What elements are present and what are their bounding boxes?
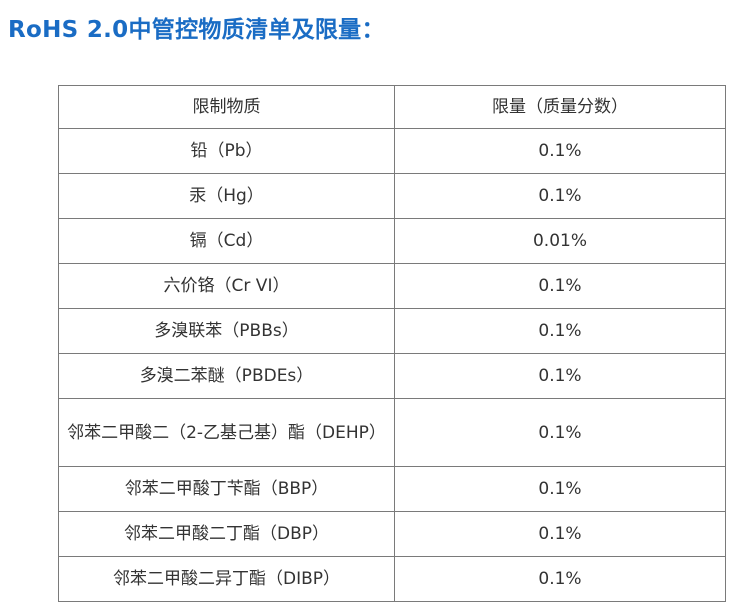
table-row: 六价铬（Cr VI） 0.1%: [58, 263, 726, 309]
limit-cell: 0.1%: [394, 263, 726, 309]
table-row: 汞（Hg） 0.1%: [58, 173, 726, 219]
table-row: 邻苯二甲酸丁苄酯（BBP） 0.1%: [58, 466, 726, 512]
table-header-row: 限制物质 限量（质量分数）: [58, 85, 726, 129]
header-restricted-substance: 限制物质: [58, 85, 395, 129]
limit-cell: 0.1%: [394, 398, 726, 467]
table-row: 邻苯二甲酸二异丁酯（DIBP） 0.1%: [58, 556, 726, 602]
table-row: 铅（Pb） 0.1%: [58, 128, 726, 174]
limit-cell: 0.1%: [394, 308, 726, 354]
substance-cell: 邻苯二甲酸二丁酯（DBP）: [58, 511, 395, 557]
substance-cell: 六价铬（Cr VI）: [58, 263, 395, 309]
header-limit: 限量（质量分数）: [394, 85, 726, 129]
substance-cell: 邻苯二甲酸二（2-乙基己基）酯（DEHP）: [58, 398, 395, 467]
restricted-substances-table: 限制物质 限量（质量分数） 铅（Pb） 0.1% 汞（Hg） 0.1% 镉（Cd…: [58, 85, 726, 602]
table-row: 邻苯二甲酸二丁酯（DBP） 0.1%: [58, 511, 726, 557]
limit-cell: 0.1%: [394, 511, 726, 557]
limit-cell: 0.1%: [394, 556, 726, 602]
page-title: RoHS 2.0中管控物质清单及限量：: [8, 17, 385, 43]
table-row: 镉（Cd） 0.01%: [58, 218, 726, 264]
limit-cell: 0.1%: [394, 173, 726, 219]
substance-cell: 多溴联苯（PBBs）: [58, 308, 395, 354]
substance-cell: 多溴二苯醚（PBDEs）: [58, 353, 395, 399]
substance-cell: 镉（Cd）: [58, 218, 395, 264]
limit-cell: 0.01%: [394, 218, 726, 264]
substance-cell: 邻苯二甲酸丁苄酯（BBP）: [58, 466, 395, 512]
substance-cell: 汞（Hg）: [58, 173, 395, 219]
substance-cell: 铅（Pb）: [58, 128, 395, 174]
limit-cell: 0.1%: [394, 353, 726, 399]
table-row: 邻苯二甲酸二（2-乙基己基）酯（DEHP） 0.1%: [58, 398, 726, 467]
substance-cell: 邻苯二甲酸二异丁酯（DIBP）: [58, 556, 395, 602]
table-row: 多溴联苯（PBBs） 0.1%: [58, 308, 726, 354]
table-row: 多溴二苯醚（PBDEs） 0.1%: [58, 353, 726, 399]
limit-cell: 0.1%: [394, 466, 726, 512]
limit-cell: 0.1%: [394, 128, 726, 174]
